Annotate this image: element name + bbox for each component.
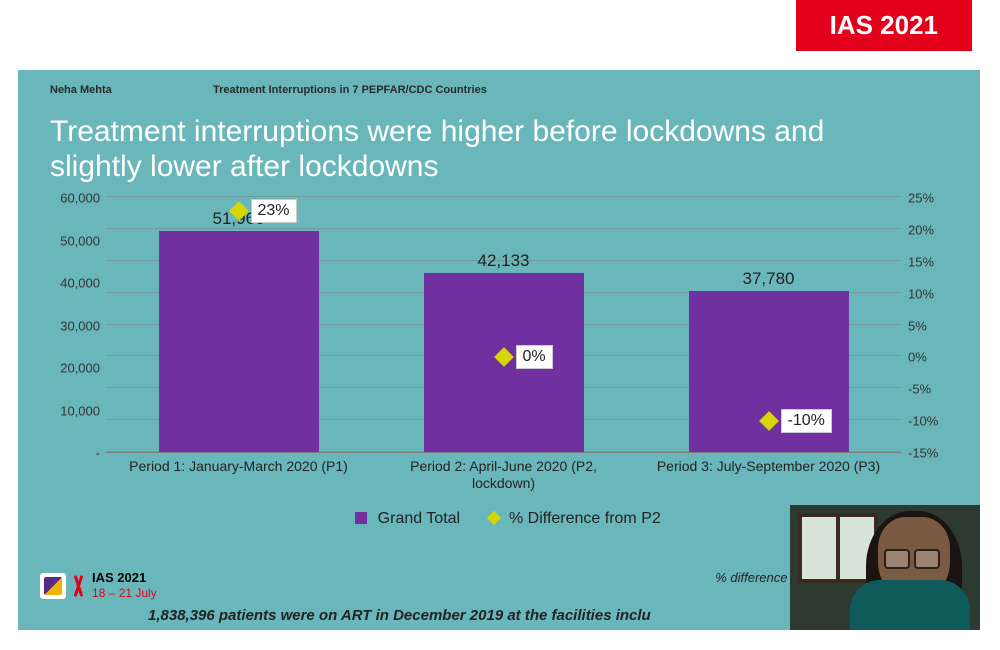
category-label: Period 2: April-June 2020 (P2, lockdown): [384, 458, 624, 492]
y-right-tick: 15%: [908, 254, 958, 269]
legend-bar-swatch: [355, 512, 367, 524]
y-left-tick: -: [38, 446, 100, 461]
y-left-tick: 20,000: [38, 361, 100, 376]
y-right-tick: 25%: [908, 191, 958, 206]
y-right-tick: -10%: [908, 414, 958, 429]
pct-label: 0%: [516, 345, 553, 369]
y-right-tick: 10%: [908, 286, 958, 301]
y-right-tick: 0%: [908, 350, 958, 365]
bar-value-label: 42,133: [424, 251, 584, 271]
y-left-tick: 30,000: [38, 318, 100, 333]
y-left-tick: 60,000: [38, 191, 100, 206]
conference-badge: IAS 2021: [796, 0, 972, 51]
bar-chart: 51,966 23% 42,133 0% 37,780 -10% - 10,000 20,00…: [38, 198, 958, 508]
pct-label: -10%: [781, 409, 832, 433]
y-right-tick: -15%: [908, 446, 958, 461]
ias-date-label: IAS 2021 18 – 21 July: [92, 571, 157, 600]
y-left-tick: 10,000: [38, 403, 100, 418]
presenter-video-thumbnail: [790, 505, 980, 630]
category-label: Period 3: July-September 2020 (P3): [649, 458, 889, 475]
slide: Neha Mehta Treatment Interruptions in 7 …: [18, 70, 980, 630]
plot-area: 51,966 23% 42,133 0% 37,780 -10%: [106, 198, 901, 453]
slide-author: Neha Mehta: [50, 84, 112, 96]
slide-title: Treatment interruptions were higher befo…: [50, 115, 900, 184]
grid-line: [106, 196, 901, 197]
legend-bar-label: Grand Total: [378, 510, 460, 527]
bar: 51,966: [159, 231, 319, 452]
y-left-tick: 40,000: [38, 276, 100, 291]
legend-marker-swatch: [486, 511, 500, 525]
pct-label: 23%: [251, 199, 297, 223]
slide-subtitle: Treatment Interruptions in 7 PEPFAR/CDC …: [213, 84, 487, 96]
y-left-tick: 50,000: [38, 233, 100, 248]
footer-caption: 1,838,396 patients were on ART in Decemb…: [148, 607, 651, 624]
footer-logos: IAS 2021 18 – 21 July: [40, 571, 157, 600]
org-logo-icon: [40, 573, 66, 599]
y-right-tick: -5%: [908, 382, 958, 397]
y-right-tick: 20%: [908, 222, 958, 237]
y-right-tick: 5%: [908, 318, 958, 333]
aids-ribbon-icon: [72, 575, 86, 597]
legend-marker-label: % Difference from P2: [509, 510, 661, 527]
category-label: Period 1: January-March 2020 (P1): [119, 458, 359, 475]
bar-value-label: 37,780: [689, 269, 849, 289]
